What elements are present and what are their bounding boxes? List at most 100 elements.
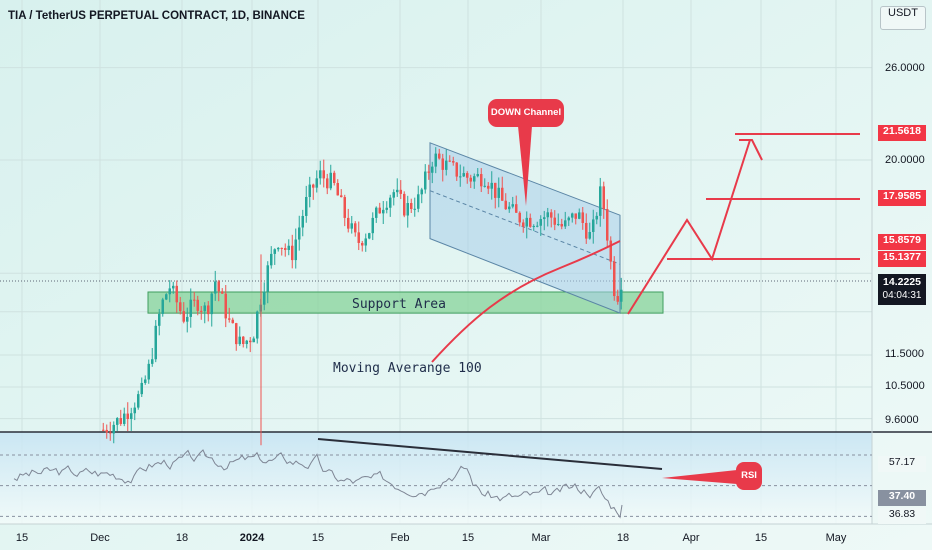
candle-body: [105, 429, 108, 433]
candle-body: [179, 302, 182, 312]
candle-body: [417, 194, 420, 209]
candle-body: [487, 185, 490, 189]
candle-body: [284, 248, 287, 250]
candle-body: [298, 227, 301, 240]
down-channel: [429, 142, 621, 314]
price-tag-target-1: 21.5618: [878, 125, 926, 141]
candle-body: [525, 217, 528, 227]
candle-body: [291, 245, 294, 261]
candle-body: [112, 424, 115, 434]
candle-body: [322, 170, 325, 179]
candle-body: [102, 429, 105, 431]
candle-body: [483, 185, 486, 187]
candle-body: [564, 220, 567, 227]
candle-body: [189, 299, 192, 317]
candle-body: [263, 291, 266, 305]
candle-body: [368, 233, 371, 239]
down-channel-pointer: [518, 126, 532, 206]
candle-body: [560, 223, 563, 227]
candle-body: [109, 432, 112, 434]
candle-body: [214, 281, 217, 294]
candle-body: [389, 197, 392, 208]
candle-body: [396, 189, 399, 193]
date-tick: Feb: [390, 532, 410, 544]
candle-body: [217, 281, 220, 292]
candle-body: [326, 178, 329, 189]
candle-body: [476, 174, 479, 177]
candle-body: [515, 204, 518, 213]
date-tick: 18: [175, 532, 189, 544]
date-tick: 15: [15, 532, 29, 544]
candle-body: [413, 208, 416, 210]
candle-body: [448, 160, 451, 162]
price-tick: 20.0000: [885, 154, 925, 166]
candle-body: [280, 247, 283, 249]
candle-body: [287, 245, 290, 250]
candle-body: [172, 285, 175, 289]
countdown-label: 04:04:31: [882, 290, 922, 301]
candle-body: [256, 311, 259, 339]
date-tick: 2024: [239, 532, 265, 544]
candle-body: [315, 178, 318, 188]
candle-body: [445, 160, 448, 170]
candle-body: [154, 325, 157, 360]
ma-100-line: [431, 240, 621, 363]
candle-body: [494, 182, 497, 198]
candle-body: [469, 177, 472, 182]
candle-body: [137, 394, 140, 408]
channel-midline: [429, 190, 621, 265]
candle-body: [550, 212, 553, 218]
candle-body: [473, 176, 476, 182]
candle-body: [357, 232, 360, 243]
candle-body: [480, 174, 483, 187]
candle-body: [518, 212, 521, 223]
candle-body: [490, 182, 493, 189]
candle-body: [466, 173, 469, 178]
date-tick: 15: [311, 532, 325, 544]
candle-body: [399, 189, 402, 194]
candle-body: [203, 305, 206, 312]
candle-body: [270, 253, 273, 266]
candle-body: [455, 162, 458, 177]
rsi-tag: 36.83: [878, 508, 926, 524]
candle-body: [193, 299, 196, 301]
candle-body: [130, 413, 133, 419]
candle-body: [529, 217, 532, 227]
candle-body: [340, 195, 343, 198]
candle-body: [252, 338, 255, 343]
candle-body: [602, 186, 605, 210]
moving-average-label: Moving Averange 100: [333, 361, 482, 376]
candle-body: [116, 418, 119, 425]
price-tag-target-2: 17.9585: [878, 190, 926, 206]
candle-body: [371, 217, 374, 234]
candle-body: [161, 299, 164, 314]
candle-body: [364, 238, 367, 246]
price-tag-last: 14.2225 04:04:31: [878, 274, 926, 305]
candle-body: [511, 204, 514, 207]
candle-body: [592, 219, 595, 232]
candle-body: [249, 340, 252, 343]
candle-body: [441, 158, 444, 170]
candle-body: [133, 407, 136, 414]
candle-body: [616, 296, 619, 302]
down-channel-bubble: DOWN Channel: [488, 99, 564, 127]
currency-button[interactable]: USDT: [880, 6, 926, 30]
rsi-line: [13, 449, 623, 519]
candle-body: [231, 319, 234, 324]
candle-body: [350, 223, 353, 229]
candle-body: [308, 184, 311, 197]
candle-body: [305, 196, 308, 216]
candle-body: [382, 209, 385, 214]
candle-body: [273, 249, 276, 254]
candle-body: [497, 187, 500, 198]
candle-body: [336, 183, 339, 196]
candle-body: [403, 193, 406, 216]
candle-body: [312, 184, 315, 188]
candle-body: [504, 200, 507, 210]
candle-body: [266, 265, 269, 292]
candle-body: [186, 316, 189, 322]
candle-body: [168, 288, 171, 295]
projection-path: [627, 139, 751, 315]
